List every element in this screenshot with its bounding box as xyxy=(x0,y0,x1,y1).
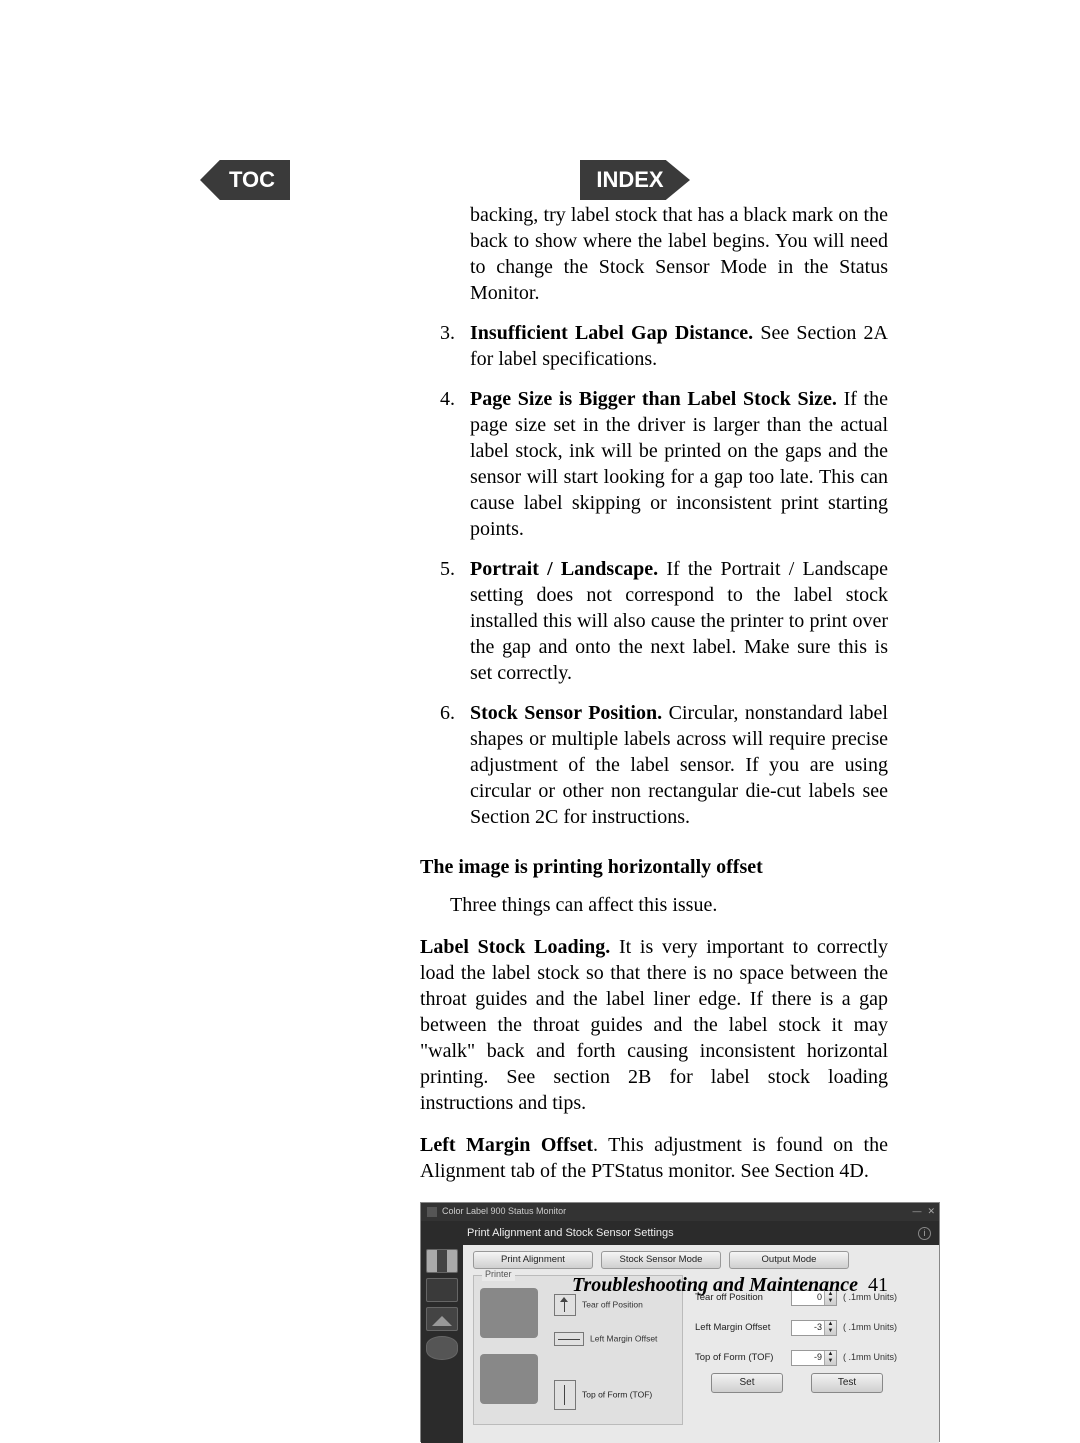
field-unit: ( .1mm Units) xyxy=(843,1322,897,1334)
toc-label: TOC xyxy=(200,160,290,200)
toc-nav-button[interactable]: TOC xyxy=(200,160,290,200)
continuation-text: backing, try label stock that has a blac… xyxy=(470,204,888,304)
footer-section: Troubleshooting and Maintenance xyxy=(572,1274,858,1296)
diagram-tof-label: Top of Form (TOF) xyxy=(554,1380,674,1410)
leftmargin-spinner[interactable]: -3▲▼ xyxy=(791,1320,837,1336)
list-item: 6. Stock Sensor Position. Circular, nons… xyxy=(440,700,888,830)
diagram-leftmargin-label: Left Margin Offset xyxy=(554,1332,674,1346)
section-heading: The image is printing horizontally offse… xyxy=(420,854,888,880)
horizontal-arrow-icon xyxy=(554,1332,584,1346)
item-number: 4. xyxy=(440,386,455,412)
test-button[interactable]: Test xyxy=(811,1373,883,1393)
para-bold: Label Stock Loading. xyxy=(420,936,610,958)
index-label: INDEX xyxy=(580,160,690,200)
set-button[interactable]: Set xyxy=(711,1373,783,1393)
window-titlebar: Color Label 900 Status Monitor — ✕ xyxy=(421,1203,939,1221)
tab-stock-sensor-mode[interactable]: Stock Sensor Mode xyxy=(601,1251,721,1269)
panel-header: Print Alignment and Stock Sensor Setting… xyxy=(421,1221,939,1245)
list-item: 3. Insufficient Label Gap Distance. See … xyxy=(440,320,888,372)
spinner-buttons-icon[interactable]: ▲▼ xyxy=(824,1321,836,1335)
tab-output-mode[interactable]: Output Mode xyxy=(729,1251,849,1269)
minimize-icon[interactable]: — xyxy=(912,1206,921,1218)
status-monitor-screenshot: Color Label 900 Status Monitor — ✕ Print… xyxy=(420,1202,940,1442)
diagram-tearoff-label: Tear off Position xyxy=(554,1294,664,1316)
sidebar-tab-ink-icon[interactable] xyxy=(426,1249,458,1273)
printer-diagram-group: Printer Tear off Position Left Margin Of… xyxy=(473,1275,683,1425)
list-item: 4. Page Size is Bigger than Label Stock … xyxy=(440,386,888,542)
item-number: 5. xyxy=(440,556,455,582)
tof-spinner[interactable]: -9▲▼ xyxy=(791,1350,837,1366)
item-number: 6. xyxy=(440,700,455,726)
page-number: 41 xyxy=(868,1274,888,1296)
intro-text: Three things can affect this issue. xyxy=(440,892,888,918)
item-number: 3. xyxy=(440,320,455,346)
info-icon[interactable]: i xyxy=(918,1227,931,1240)
list-item: backing, try label stock that has a blac… xyxy=(440,202,888,306)
tab-print-alignment[interactable]: Print Alignment xyxy=(473,1251,593,1269)
item-bold: Stock Sensor Position. xyxy=(470,702,662,724)
field-top-of-form: Top of Form (TOF) -9▲▼ ( .1mm Units) xyxy=(695,1349,897,1367)
sidebar-tab-settings-icon[interactable] xyxy=(426,1336,458,1360)
field-label: Left Margin Offset xyxy=(695,1322,791,1334)
index-nav-button[interactable]: INDEX xyxy=(580,160,690,200)
close-icon[interactable]: ✕ xyxy=(927,1206,935,1218)
item-bold: Insufficient Label Gap Distance. xyxy=(470,322,753,344)
para-bold: Left Margin Offset xyxy=(420,1134,593,1156)
sidebar-tab-alignment-icon[interactable] xyxy=(426,1307,458,1331)
panel-title: Print Alignment and Stock Sensor Setting… xyxy=(467,1226,674,1240)
vertical-arrow-icon xyxy=(554,1294,576,1316)
vertical-arrow-icon xyxy=(554,1380,576,1410)
item-text: If the page size set in the driver is la… xyxy=(470,388,888,540)
item-bold: Page Size is Bigger than Label Stock Siz… xyxy=(470,388,837,410)
item-bold: Portrait / Landscape. xyxy=(470,558,658,580)
field-label: Top of Form (TOF) xyxy=(695,1352,791,1364)
app-icon xyxy=(427,1207,437,1217)
field-left-margin-offset: Left Margin Offset -3▲▼ ( .1mm Units) xyxy=(695,1319,897,1337)
para-text: It is very important to correctly load t… xyxy=(420,936,888,1114)
list-item: 5. Portrait / Landscape. If the Portrait… xyxy=(440,556,888,686)
field-unit: ( .1mm Units) xyxy=(843,1352,897,1364)
page-footer: Troubleshooting and Maintenance 41 xyxy=(0,1274,1080,1297)
window-title: Color Label 900 Status Monitor xyxy=(442,1206,566,1218)
spinner-buttons-icon[interactable]: ▲▼ xyxy=(824,1351,836,1365)
